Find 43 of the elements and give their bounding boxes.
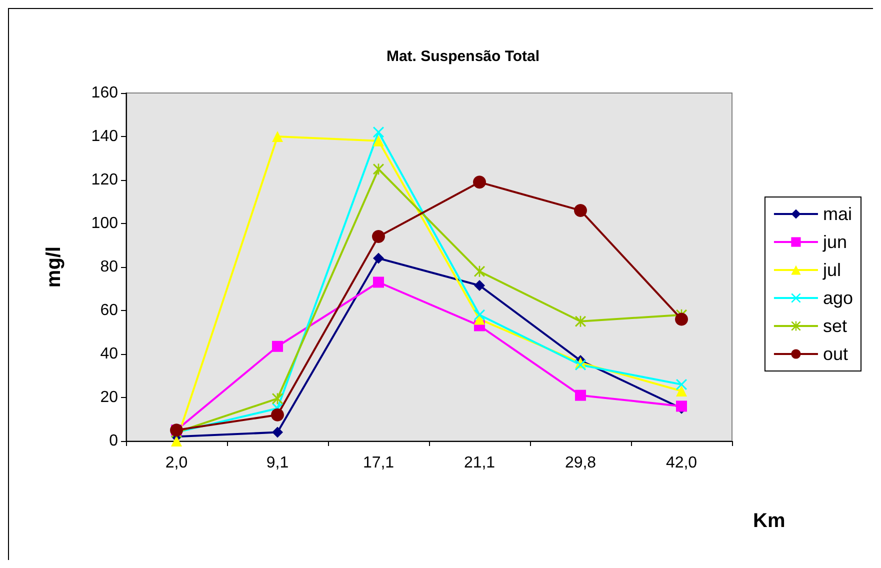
point — [272, 426, 283, 438]
point — [272, 393, 283, 404]
x-tick-label: 9,1 — [266, 454, 289, 472]
legend-label: set — [822, 316, 847, 336]
legend-label: mai — [822, 204, 852, 224]
y-tick-label: 0 — [109, 432, 118, 450]
point — [675, 312, 688, 326]
y-tick-label: 120 — [91, 172, 118, 188]
y-axis-title: mg/l — [43, 246, 65, 288]
chart-title: Mat. Suspensão Total — [386, 48, 540, 65]
point — [373, 135, 384, 146]
x-tick-label: 2,0 — [165, 454, 188, 472]
y-tick-label: 160 — [91, 84, 118, 102]
point — [473, 176, 486, 189]
point — [272, 131, 283, 142]
x-tick-label: 29,8 — [564, 454, 596, 472]
y-tick-label: 40 — [100, 346, 118, 362]
y-tick-label: 140 — [91, 128, 118, 145]
legend-label: jul — [822, 260, 841, 280]
point — [574, 204, 587, 217]
y-tick-label: 20 — [100, 389, 118, 406]
legend-label: ago — [822, 288, 854, 308]
point — [676, 385, 687, 396]
point — [271, 408, 284, 422]
x-tick-label: 42,0 — [666, 454, 698, 472]
point — [373, 276, 384, 288]
point — [372, 230, 385, 244]
legend-label: out — [822, 344, 848, 364]
point — [676, 378, 687, 390]
point — [474, 280, 485, 291]
point — [373, 126, 384, 138]
y-tick-label: 80 — [100, 258, 118, 276]
point — [272, 340, 283, 352]
x-tick-label: 21,1 — [464, 454, 496, 472]
x-tick-label: 17,1 — [362, 454, 394, 472]
x-axis-title: Km — [753, 510, 786, 532]
y-tick-label: 100 — [91, 215, 118, 232]
legend-label: jun — [822, 232, 847, 252]
point — [474, 309, 485, 320]
y-tick-label: 60 — [100, 302, 118, 319]
point — [575, 390, 586, 401]
point — [171, 436, 182, 446]
point — [373, 252, 384, 264]
